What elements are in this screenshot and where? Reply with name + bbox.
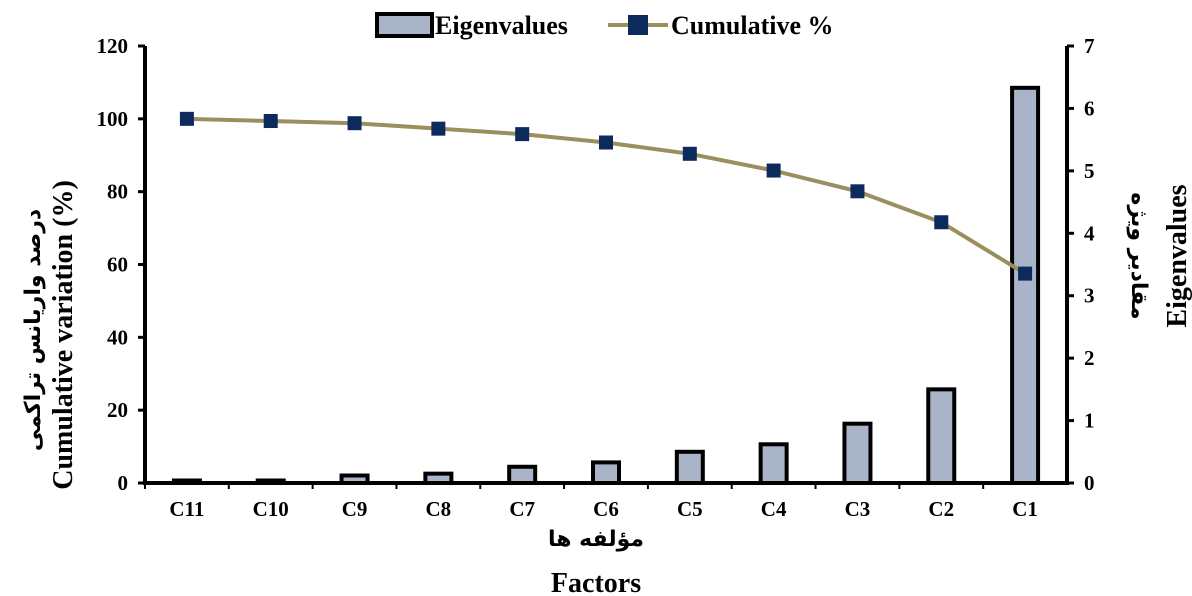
- x-tick-label-C6: C6: [593, 497, 619, 521]
- cumulative-point-C6: [599, 135, 613, 150]
- left-tick-label: 20: [107, 398, 128, 422]
- bar-C2: [926, 387, 957, 486]
- cumulative-point-C10: [263, 114, 278, 129]
- cumulative-point-C4: [766, 163, 781, 178]
- y-right-title-persian: مقادیر ویژه: [1126, 192, 1151, 319]
- x-tick-label-C11: C11: [169, 497, 204, 521]
- x-tick-label-C1: C1: [1012, 497, 1038, 521]
- right-tick-label: 3: [1084, 284, 1095, 308]
- right-y-ticks: 0 1 2 3 4 5 6 7: [1067, 34, 1095, 495]
- bar-C1: [1010, 85, 1041, 485]
- x-tick-label-C10: C10: [253, 497, 289, 521]
- cumulative-point-C5: [682, 146, 697, 161]
- bar-C6: [591, 460, 621, 485]
- cumulative-point-C1: [1018, 266, 1033, 281]
- cumulative-point-C2: [934, 215, 949, 230]
- bar-series: [171, 85, 1041, 486]
- cumulative-point-C3: [850, 184, 865, 199]
- cumulative-point-C7: [515, 127, 530, 142]
- x-tick-label-C3: C3: [845, 497, 871, 521]
- y-left-title: Cumulative variation (%): [48, 180, 79, 490]
- cumulative-point-C8: [431, 121, 446, 136]
- legend: Eigenvalues Cumulative %: [375, 11, 834, 40]
- bar-C10: [255, 478, 286, 486]
- bar-C3: [842, 421, 873, 486]
- cumulative-point-C9: [347, 116, 362, 131]
- right-tick-label: 6: [1084, 96, 1095, 120]
- x-axis-title-persian: مؤلفه ها: [548, 527, 644, 552]
- right-tick-label: 0: [1084, 471, 1095, 495]
- x-tick-label-C2: C2: [928, 497, 954, 521]
- left-tick-label: 40: [107, 325, 128, 349]
- left-tick-label: 0: [118, 471, 129, 495]
- left-tick-label: 60: [107, 253, 128, 277]
- x-tick-label-C5: C5: [677, 497, 703, 521]
- legend-cum-marker: [628, 15, 648, 35]
- left-tick-label: 120: [97, 34, 129, 58]
- x-axis-title: Factors: [551, 568, 641, 596]
- right-tick-label: 7: [1084, 34, 1095, 58]
- bar-C8: [423, 471, 454, 485]
- x-tick-label-C9: C9: [342, 497, 368, 521]
- legend-eigen-swatch: [375, 12, 434, 38]
- x-tick-label-C7: C7: [509, 497, 535, 521]
- bar-C4: [758, 442, 789, 485]
- y-left-title-persian: درصد واریانس تراکمی: [21, 209, 46, 451]
- bar-C5: [674, 449, 705, 485]
- bar-C11: [171, 478, 202, 486]
- x-tick-label-C4: C4: [761, 497, 787, 521]
- line-series: [179, 111, 1033, 281]
- y-right-title: Eigenvalues: [1162, 184, 1192, 327]
- right-tick-label: 5: [1084, 159, 1095, 183]
- cumulative-point-C11: [179, 111, 194, 126]
- right-tick-label: 2: [1084, 346, 1095, 370]
- bar-C7: [507, 464, 538, 486]
- left-y-ticks: 0 20 40 60 80 100 120: [97, 34, 145, 495]
- right-tick-label: 4: [1084, 221, 1095, 245]
- right-tick-label: 1: [1084, 409, 1095, 433]
- left-tick-label: 80: [107, 180, 128, 204]
- left-tick-label: 100: [97, 107, 129, 131]
- x-tick-label-C8: C8: [426, 497, 452, 521]
- legend-eigen-label: Eigenvalues: [435, 11, 568, 40]
- bar-C9: [339, 473, 370, 486]
- x-tick-labels: C11 C10 C9 C8 C7 C6 C5 C4 C3 C2 C1: [144, 483, 1038, 521]
- legend-cum-label: Cumulative %: [671, 11, 834, 40]
